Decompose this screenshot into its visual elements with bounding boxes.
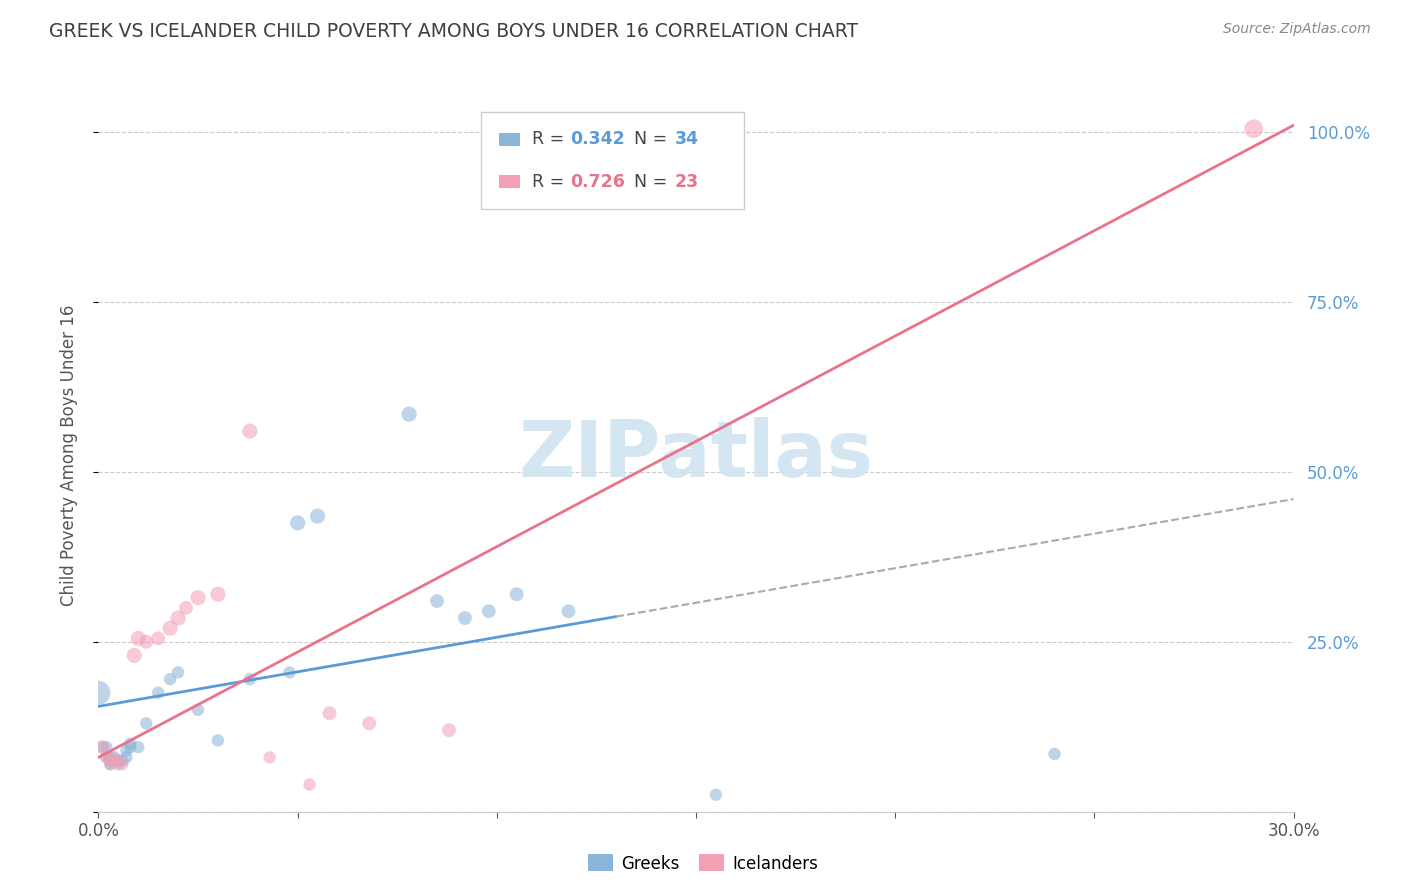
Text: 34: 34 [675, 130, 699, 148]
Point [426, 594, 449, 608]
Text: N =: N = [634, 130, 672, 148]
Text: 0.726: 0.726 [571, 173, 626, 191]
Point [100, 750, 122, 764]
Point [437, 723, 460, 738]
Point [100, 754, 122, 768]
Point [287, 516, 309, 530]
Point [100, 757, 122, 772]
Point [359, 716, 381, 731]
Point [127, 740, 149, 755]
Point [124, 648, 146, 663]
Point [120, 740, 142, 755]
Point [96, 750, 118, 764]
Point [107, 754, 129, 768]
Point [96, 750, 118, 764]
Point [207, 587, 229, 601]
Point [239, 672, 262, 686]
Text: 23: 23 [675, 173, 699, 191]
Point [557, 604, 579, 618]
Point [91, 740, 114, 755]
Text: R =: R = [533, 173, 569, 191]
Point [174, 600, 197, 615]
Text: Source: ZipAtlas.com: Source: ZipAtlas.com [1223, 22, 1371, 37]
Point [103, 754, 125, 768]
Text: N =: N = [634, 173, 672, 191]
Point [100, 757, 122, 772]
Point [167, 665, 190, 680]
Point [148, 632, 170, 646]
Point [135, 716, 157, 731]
Point [239, 424, 262, 438]
Point [96, 740, 118, 755]
Point [148, 686, 170, 700]
Text: 0.342: 0.342 [571, 130, 626, 148]
Point [207, 733, 229, 747]
Text: GREEK VS ICELANDER CHILD POVERTY AMONG BOYS UNDER 16 CORRELATION CHART: GREEK VS ICELANDER CHILD POVERTY AMONG B… [49, 22, 858, 41]
Point [506, 587, 529, 601]
Point [298, 778, 321, 792]
Point [127, 632, 149, 646]
Point [107, 757, 129, 772]
Y-axis label: Child Poverty Among Boys Under 16: Child Poverty Among Boys Under 16 [59, 304, 77, 606]
Point [103, 750, 125, 764]
Text: R =: R = [533, 130, 569, 148]
Point [111, 757, 134, 772]
Point [454, 611, 477, 625]
Point [115, 750, 138, 764]
Point [167, 611, 190, 625]
Bar [499, 133, 520, 145]
Point [1243, 121, 1265, 136]
Point [398, 407, 420, 421]
Point [91, 740, 114, 755]
Point [704, 788, 727, 802]
Point [107, 754, 129, 768]
Point [111, 754, 134, 768]
Point [135, 635, 157, 649]
Point [187, 703, 209, 717]
Bar [499, 176, 520, 188]
Text: ZIPatlas: ZIPatlas [519, 417, 873, 493]
Point [87, 686, 110, 700]
Legend: Greeks, Icelanders: Greeks, Icelanders [581, 847, 825, 880]
Point [187, 591, 209, 605]
Point [120, 737, 142, 751]
Point [159, 672, 181, 686]
Point [159, 621, 181, 635]
FancyBboxPatch shape [481, 112, 744, 209]
Point [115, 743, 138, 757]
Point [278, 665, 301, 680]
Point [259, 750, 281, 764]
Point [318, 706, 340, 721]
Point [307, 509, 329, 524]
Point [1043, 747, 1066, 761]
Point [478, 604, 501, 618]
Point [100, 750, 122, 764]
